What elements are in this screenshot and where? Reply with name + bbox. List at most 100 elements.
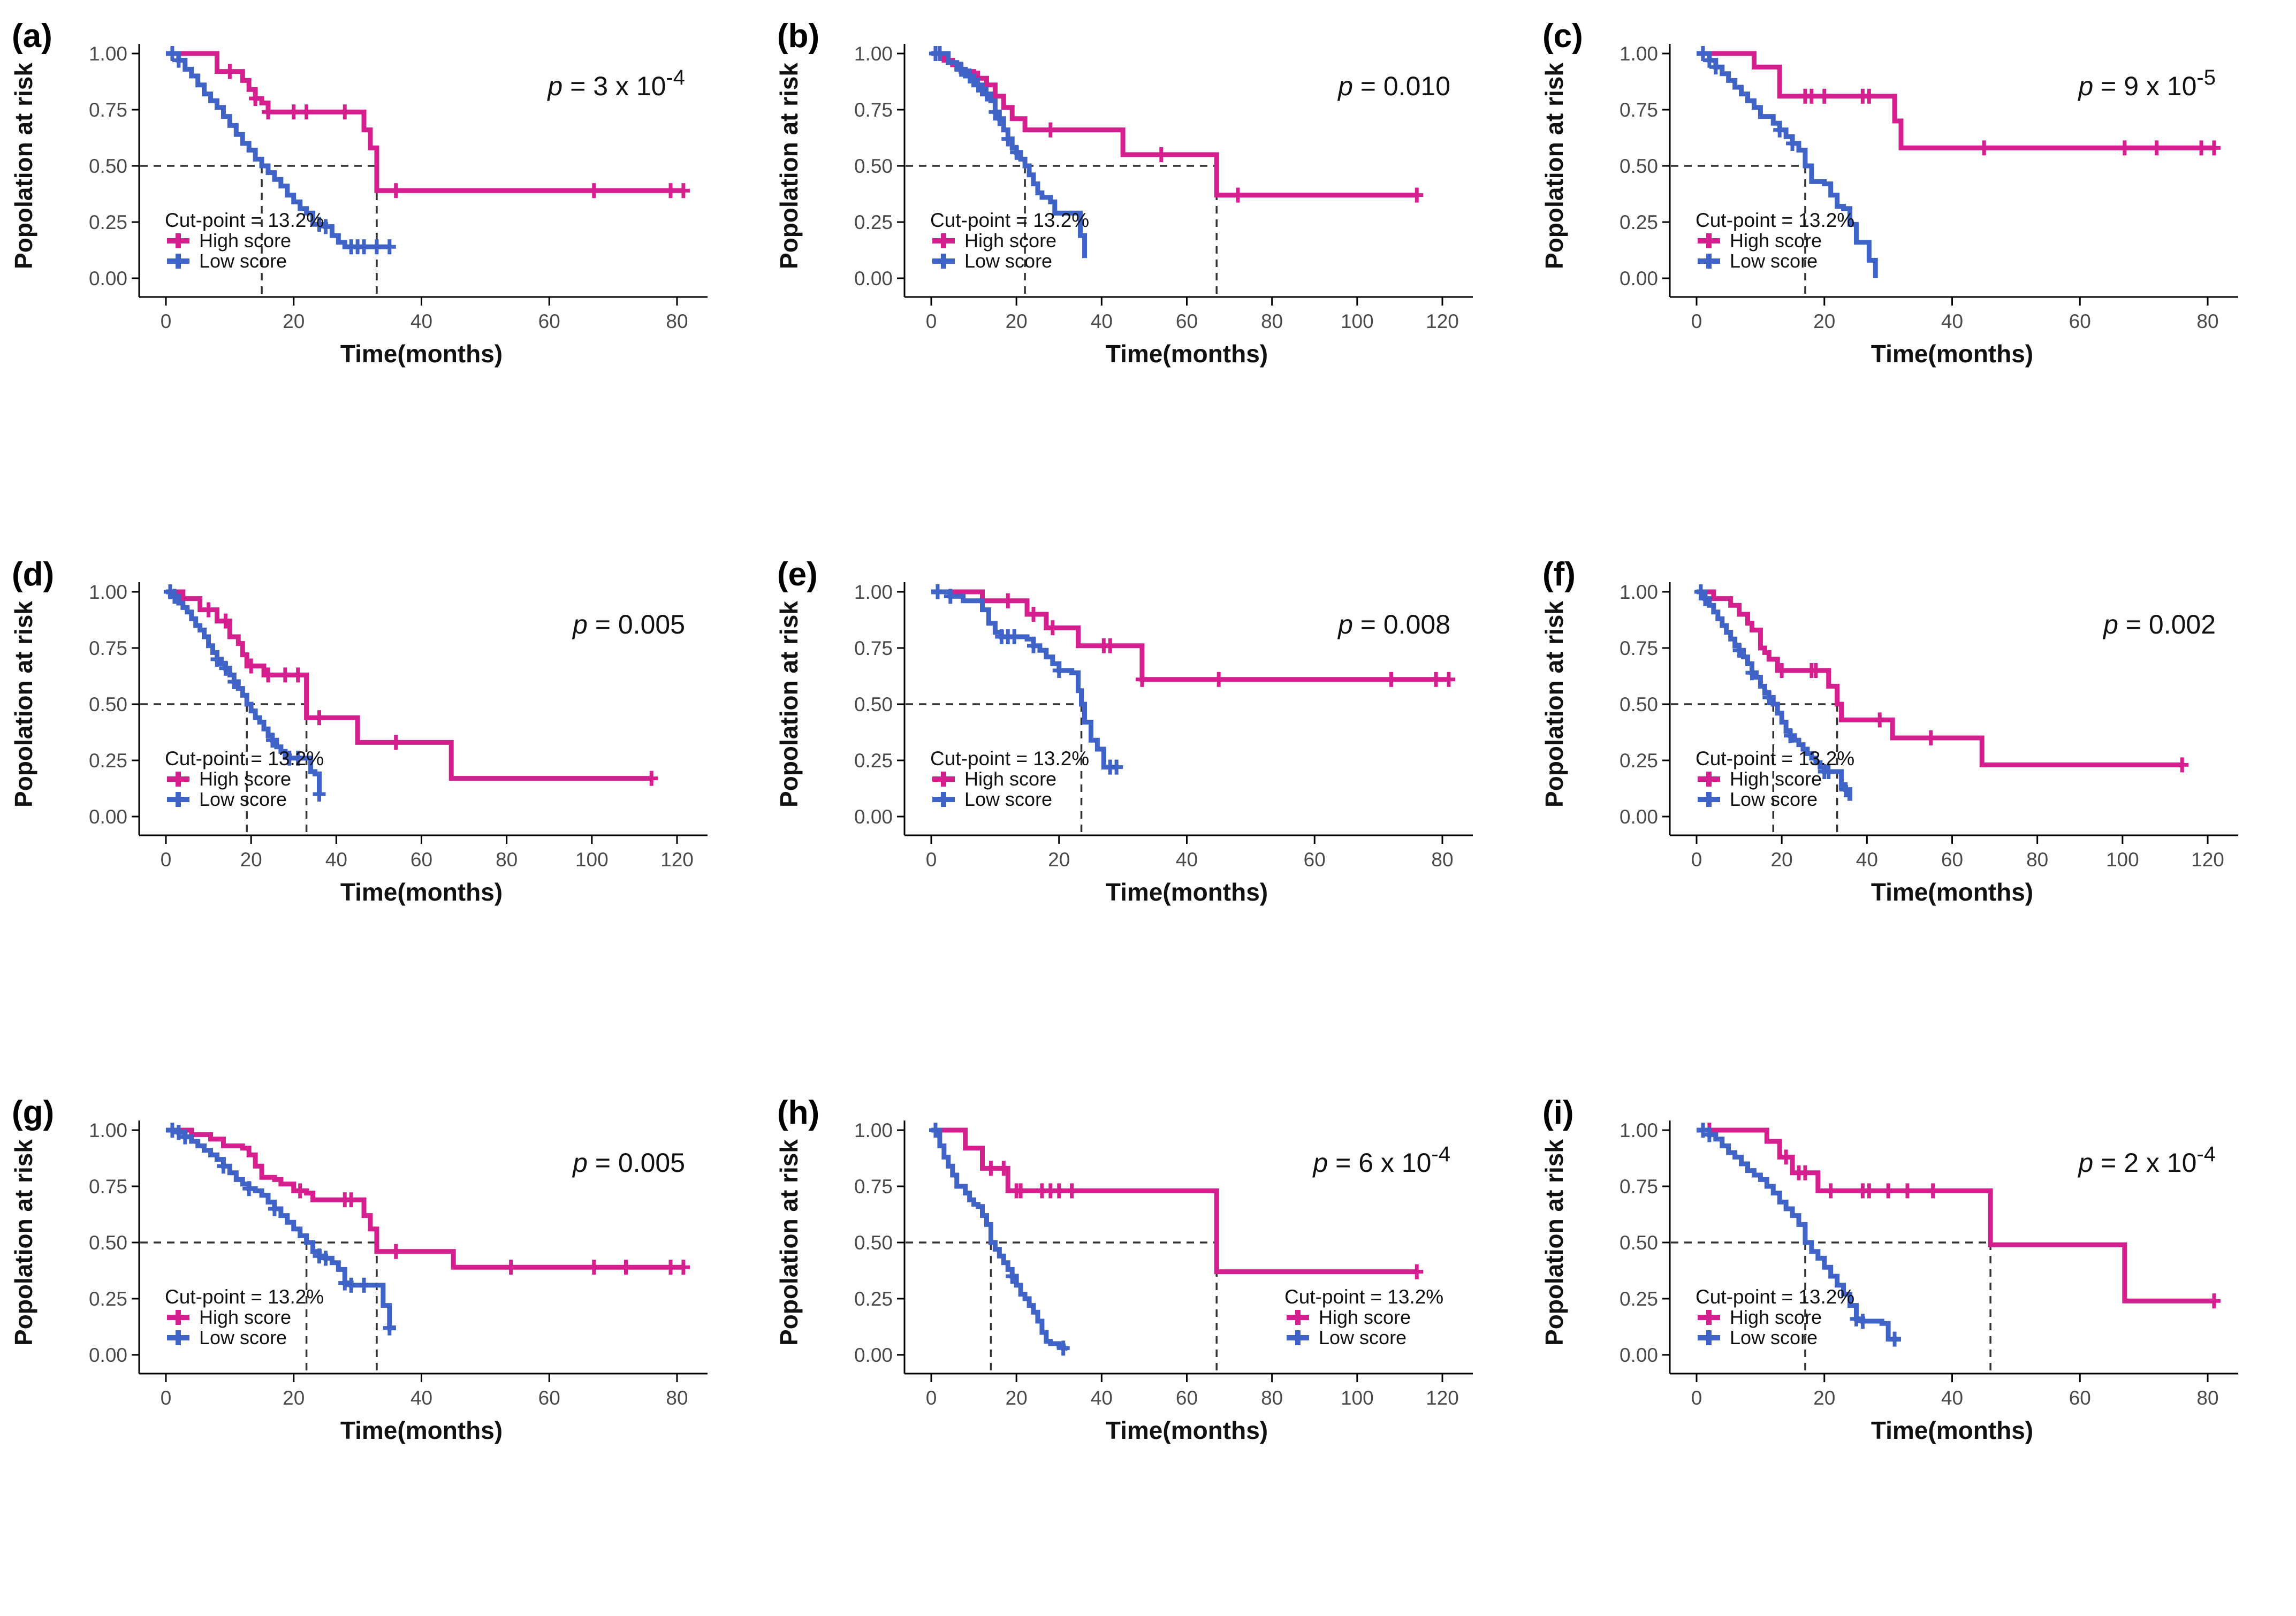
high-score-legend-label: High score (199, 230, 291, 251)
y-tick-label: 1.00 (854, 581, 893, 603)
x-tick-label: 0 (926, 849, 937, 871)
x-tick-label: 100 (575, 849, 609, 871)
p-value-text: p = 0.008 (1337, 609, 1450, 639)
panel-label: (h) (777, 1094, 819, 1131)
x-tick-label: 80 (666, 310, 688, 332)
y-axis-title: Popolation at risk (1540, 1139, 1568, 1346)
x-tick-label: 80 (1261, 310, 1283, 332)
x-tick-label: 0 (926, 1387, 937, 1409)
y-tick-label: 0.25 (854, 750, 893, 772)
y-tick-label: 0.00 (854, 806, 893, 828)
x-tick-label: 80 (496, 849, 518, 871)
y-tick-label: 0.00 (1620, 806, 1658, 828)
x-tick-label: 60 (1941, 849, 1963, 871)
low-score-legend-label: Low score (1730, 1327, 1818, 1348)
km-panel-b: (b) 0.00 0.25 0.50 0.75 1.00 0 20 40 60 80 100 120 Po… (775, 18, 1473, 368)
x-tick-label: 0 (161, 310, 172, 332)
y-tick-label: 0.75 (1620, 99, 1658, 121)
legend-cutpoint-label: Cut-point = 13.2% (165, 209, 324, 231)
km-panel-a: (a) 0.00 0.25 0.50 0.75 1.00 0 20 40 60 80 Popolati… (10, 18, 708, 368)
low-score-legend-label: Low score (1730, 250, 1818, 272)
x-tick-label: 80 (2026, 849, 2048, 871)
y-tick-label: 0.75 (89, 1176, 127, 1198)
y-tick-label: 0.00 (854, 268, 893, 289)
y-tick-label: 0.50 (854, 1232, 893, 1254)
p-value-text: p = 6 x 10-4 (1312, 1142, 1450, 1178)
legend-cutpoint-label: Cut-point = 13.2% (930, 209, 1089, 231)
y-axis-title: Popolation at risk (775, 601, 803, 807)
x-tick-label: 60 (538, 310, 560, 332)
high-score-legend-label: High score (1730, 230, 1822, 251)
y-tick-label: 0.75 (1620, 1176, 1658, 1198)
x-tick-label: 0 (1691, 849, 1702, 871)
high-score-legend-label: High score (1319, 1306, 1411, 1328)
y-tick-label: 0.50 (854, 155, 893, 177)
legend-cutpoint-label: Cut-point = 13.2% (165, 1286, 324, 1308)
y-tick-label: 0.25 (89, 211, 127, 233)
low-score-legend-label: Low score (199, 788, 287, 810)
x-tick-label: 20 (1813, 310, 1835, 332)
x-tick-label: 100 (2106, 849, 2139, 871)
x-tick-label: 0 (926, 310, 937, 332)
x-tick-label: 20 (283, 310, 305, 332)
p-value-text: p = 3 x 10-4 (546, 66, 685, 101)
high-score-legend-label: High score (1730, 1306, 1822, 1328)
x-axis-title: Time(months) (1871, 878, 2033, 906)
p-value-text: p = 2 x 10-4 (2077, 1142, 2216, 1178)
x-tick-label: 80 (2196, 1387, 2218, 1409)
y-tick-label: 0.25 (89, 750, 127, 772)
low-score-curve (931, 589, 1117, 770)
x-tick-label: 60 (2069, 1387, 2091, 1409)
x-tick-label: 40 (1941, 1387, 1963, 1409)
x-tick-label: 60 (538, 1387, 560, 1409)
x-tick-label: 20 (1006, 1387, 1028, 1409)
km-panel-e: (e) 0.00 0.25 0.50 0.75 1.00 0 20 40 60 80 Popolati… (775, 556, 1473, 906)
y-tick-label: 0.50 (89, 1232, 127, 1254)
legend-cutpoint-label: Cut-point = 13.2% (1696, 748, 1854, 769)
y-tick-label: 0.25 (1620, 1288, 1658, 1310)
low-score-curve (1697, 1127, 1901, 1342)
x-tick-label: 20 (283, 1387, 305, 1409)
y-tick-label: 1.00 (1620, 1119, 1658, 1141)
low-score-curve (166, 589, 322, 794)
x-tick-label: 80 (1261, 1387, 1283, 1409)
y-axis-title: Popolation at risk (10, 601, 37, 807)
high-score-curve (166, 1127, 683, 1270)
y-axis-title: Popolation at risk (775, 1139, 803, 1346)
y-tick-label: 0.00 (854, 1344, 893, 1366)
high-score-legend-label: High score (199, 1306, 291, 1328)
y-axis-title: Popolation at risk (1540, 601, 1568, 807)
x-tick-label: 120 (1426, 1387, 1459, 1409)
km-panel-d: (d) 0.00 0.25 0.50 0.75 1.00 0 20 40 60 80 100 120 Po… (10, 556, 708, 906)
x-tick-label: 120 (660, 849, 694, 871)
y-tick-label: 0.75 (89, 637, 127, 659)
x-axis-title: Time(months) (340, 1416, 503, 1444)
km-panel-g: (g) 0.00 0.25 0.50 0.75 1.00 0 20 40 60 80 Popolati… (10, 1094, 708, 1444)
low-score-legend-label: Low score (964, 250, 1052, 272)
legend-cutpoint-label: Cut-point = 13.2% (1696, 1286, 1854, 1308)
y-tick-label: 0.25 (1620, 750, 1658, 772)
high-score-legend-label: High score (199, 768, 291, 790)
y-tick-label: 0.50 (89, 155, 127, 177)
panel-label: (f) (1542, 556, 1576, 593)
low-score-legend-label: Low score (199, 250, 287, 272)
low-score-curve (931, 51, 1087, 258)
x-axis-title: Time(months) (1106, 878, 1268, 906)
x-tick-label: 20 (1006, 310, 1028, 332)
panel-label: (c) (1542, 18, 1583, 55)
y-tick-label: 0.75 (854, 637, 893, 659)
y-tick-label: 0.75 (854, 99, 893, 121)
y-tick-label: 0.50 (1620, 155, 1658, 177)
y-tick-label: 0.50 (854, 693, 893, 715)
low-score-legend-label: Low score (1319, 1327, 1407, 1348)
p-value-text: p = 0.005 (572, 1148, 685, 1178)
x-tick-label: 40 (325, 849, 347, 871)
x-tick-label: 0 (1691, 310, 1702, 332)
high-score-curve (166, 589, 652, 781)
